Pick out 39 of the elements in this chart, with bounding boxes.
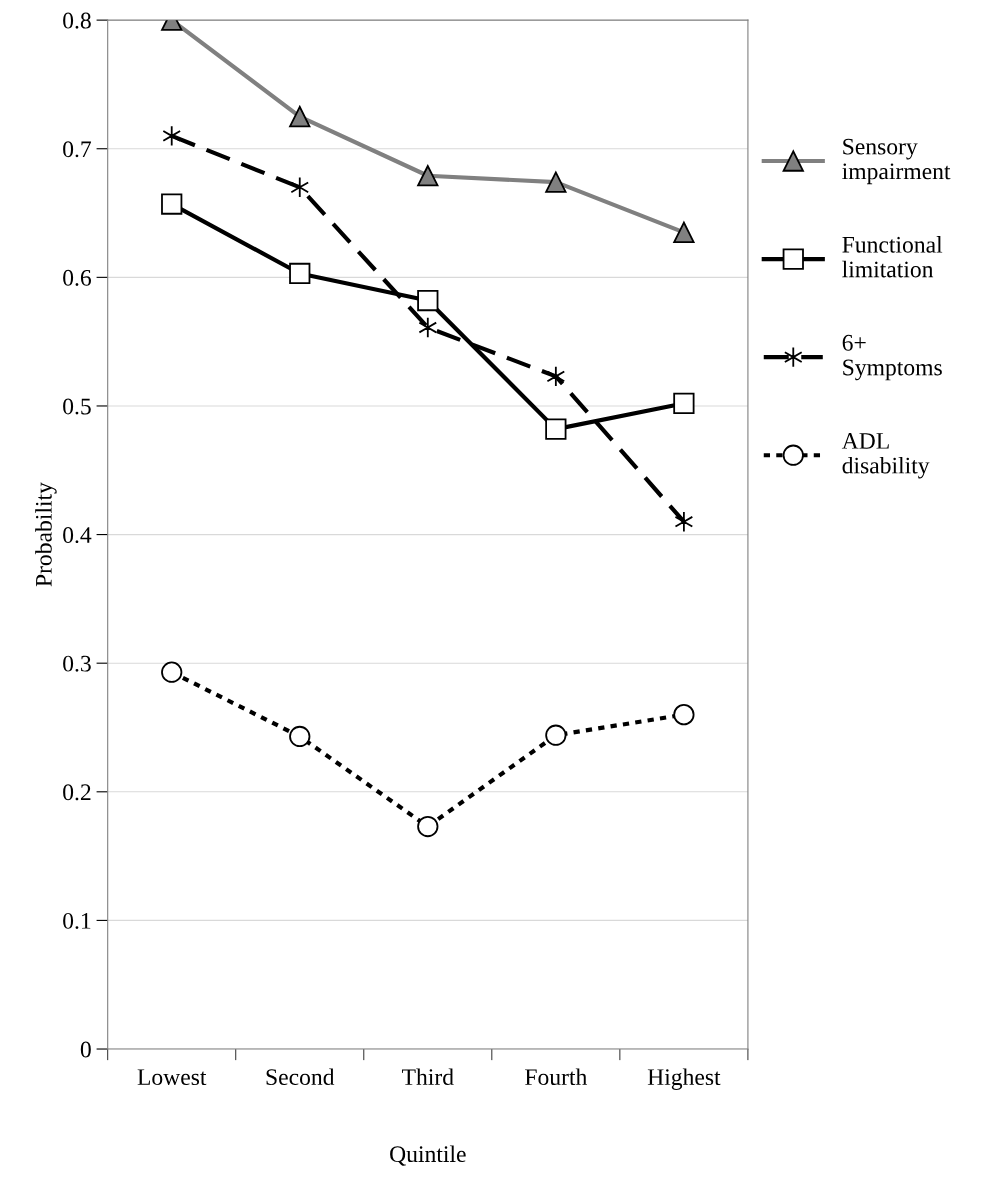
point [162,125,182,147]
x-tick-label: Fourth [525,1068,588,1086]
point [417,165,439,187]
point [289,725,311,748]
y-tick-label: 0 [80,1041,91,1058]
point [161,661,183,683]
x-tick-label: Highest [647,1068,721,1090]
point [418,316,438,339]
point [417,815,439,838]
point [673,221,695,243]
y-tick-label: 0.8 [63,12,91,29]
point [673,392,695,415]
x-axis-title: Quintile [390,1145,466,1166]
y-tick-label: 0.3 [63,655,91,672]
y-tick-label: 0.4 [63,527,92,544]
legend-label: Sensory impairment [842,138,951,185]
point [289,262,311,285]
y-tick-label: 0.5 [63,398,91,415]
y-axis-title: Probability [35,482,57,587]
x-tick-label: Third [402,1068,454,1086]
y-tick-label: 0.1 [63,912,91,929]
point [673,704,695,726]
x-tick-label: Lowest [137,1069,207,1086]
legend-label: Functional limitation [842,236,943,278]
y-tick-label: 0.7 [63,141,92,158]
point [674,511,694,533]
legend-label: ADL disability [841,433,930,479]
legend-label: 6+ Symptoms [842,334,942,381]
point [290,176,310,198]
point [161,193,183,215]
y-tick-label: 0.2 [63,784,91,801]
point [417,289,439,312]
point [545,724,567,746]
point [546,365,566,388]
point [545,171,567,193]
point [289,105,311,128]
x-tick-label: Second [266,1068,335,1086]
y-tick-label: 0.6 [63,269,92,286]
point [545,418,567,440]
